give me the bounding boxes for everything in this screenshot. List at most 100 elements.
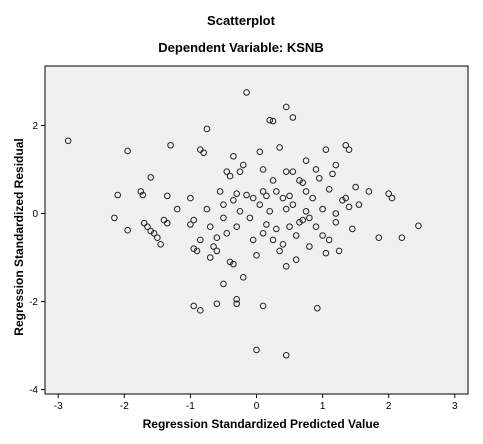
data-point (286, 192, 293, 200)
data-point (230, 196, 237, 204)
data-point (306, 243, 313, 250)
data-point (220, 214, 227, 222)
data-point (256, 148, 264, 156)
plot-area (44, 65, 469, 395)
x-tick-label: 0 (254, 401, 260, 412)
data-point (144, 223, 151, 230)
data-point (147, 227, 155, 235)
data-point (200, 149, 207, 157)
data-point (415, 222, 422, 230)
data-point (203, 125, 211, 133)
data-point (197, 236, 204, 244)
data-point (289, 201, 297, 208)
data-point (269, 177, 277, 184)
data-point (312, 223, 320, 230)
data-point (230, 152, 237, 160)
data-point (236, 168, 244, 175)
data-point (187, 194, 194, 202)
data-point (197, 307, 204, 314)
data-point (315, 174, 323, 182)
data-point (243, 89, 250, 96)
x-tick-label: 2 (386, 401, 392, 412)
chart-title: Scatterplot (207, 13, 276, 28)
data-point (282, 205, 290, 213)
data-point (332, 210, 340, 217)
axis-ticks: -3 -2 -1 0 1 2 3 -4 -2 0 2 (29, 121, 458, 412)
data-point (139, 191, 147, 199)
data-point (216, 188, 224, 195)
data-point (226, 258, 234, 266)
data-point (349, 225, 356, 233)
data-point (259, 302, 267, 310)
data-point (226, 172, 234, 180)
data-point (210, 243, 217, 250)
data-point (322, 249, 330, 257)
y-tick-label: -4 (29, 385, 38, 396)
data-point (111, 214, 118, 222)
data-point (253, 346, 260, 354)
data-point (365, 188, 373, 195)
data-point (289, 114, 297, 121)
data-point (282, 263, 290, 270)
data-point (266, 207, 274, 215)
data-point (299, 216, 307, 224)
data-point (273, 225, 280, 233)
data-point (243, 191, 250, 199)
y-tick-label: 0 (32, 209, 38, 220)
data-point (269, 236, 277, 244)
data-point (299, 179, 307, 186)
data-point (256, 201, 264, 208)
data-point (236, 207, 244, 215)
data-point (263, 221, 270, 228)
data-point (289, 168, 297, 175)
data-point (302, 157, 310, 164)
data-point (114, 191, 122, 199)
data-point (157, 241, 164, 248)
data-point (292, 256, 300, 264)
data-point (296, 177, 303, 184)
data-point (213, 247, 221, 255)
data-point (253, 252, 260, 259)
data-point (282, 103, 290, 111)
data-point (173, 205, 181, 213)
data-point (150, 230, 158, 237)
y-tick-label: 2 (32, 121, 38, 132)
data-point (342, 141, 350, 149)
chart-subtitle: Dependent Variable: KSNB (158, 40, 323, 55)
y-axis-label: Regression Standardized Residual (12, 138, 26, 335)
data-point (259, 166, 267, 173)
data-point (302, 188, 310, 195)
data-point (124, 226, 131, 234)
data-point (239, 274, 247, 281)
data-point (213, 300, 221, 308)
data-point (335, 247, 343, 255)
y-tick-label: -2 (29, 297, 38, 308)
data-point (312, 166, 320, 173)
data-point (342, 194, 350, 202)
data-point (388, 194, 396, 202)
data-point (314, 304, 321, 312)
data-point (266, 116, 274, 124)
x-tick-label: 3 (452, 401, 458, 412)
data-point (309, 194, 316, 202)
data-points (64, 89, 422, 359)
data-point (249, 194, 257, 202)
data-point (282, 168, 290, 175)
data-point (385, 190, 392, 197)
data-point (190, 245, 198, 253)
data-point (233, 190, 240, 197)
data-point (124, 147, 131, 155)
data-point (352, 183, 359, 191)
data-point (276, 144, 283, 151)
data-point (259, 230, 267, 237)
data-point (167, 141, 174, 149)
data-point (282, 351, 290, 359)
data-point (220, 201, 227, 208)
data-point (190, 216, 198, 224)
data-point (263, 192, 270, 200)
data-point (233, 223, 240, 230)
data-point (398, 234, 406, 242)
data-point (279, 194, 287, 202)
data-point (269, 117, 277, 125)
data-point (239, 161, 247, 169)
